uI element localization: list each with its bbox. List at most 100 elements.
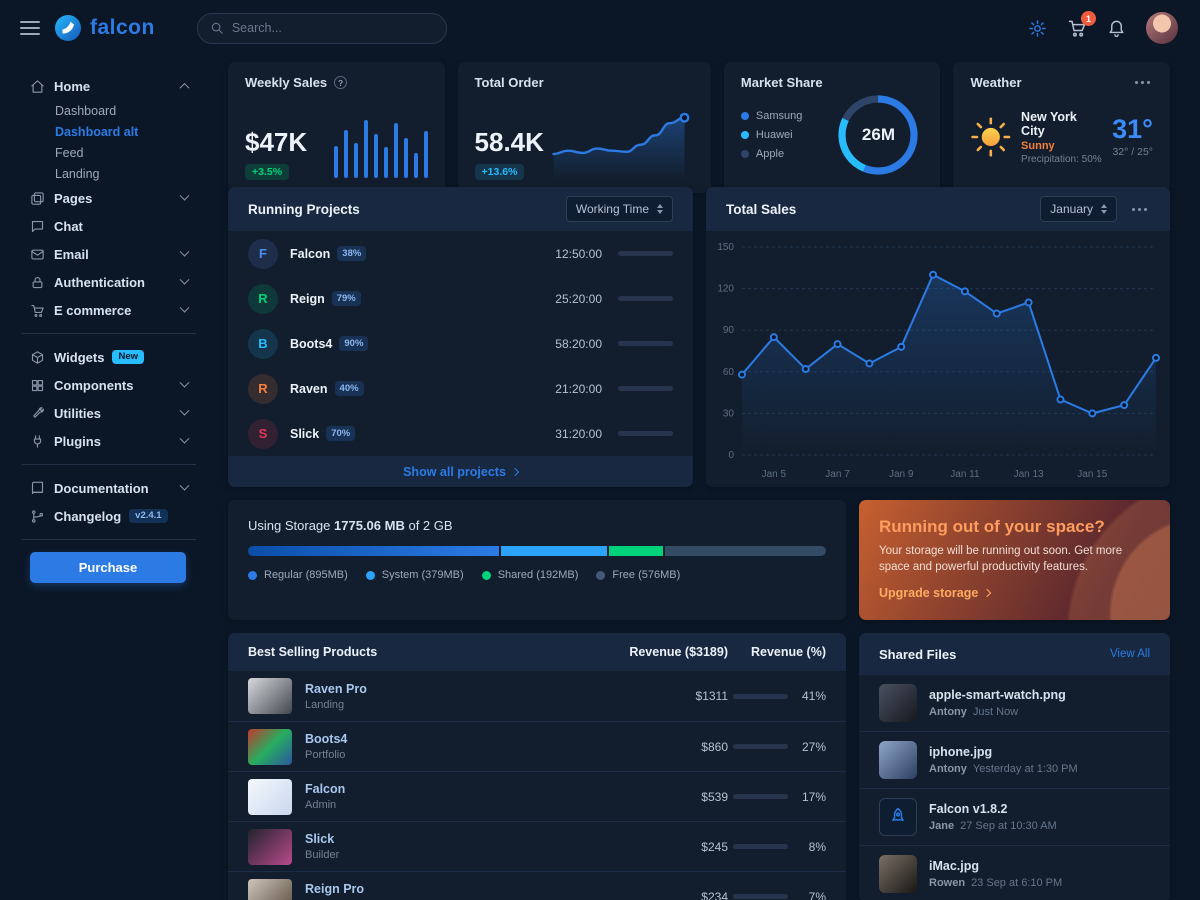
storage-legend: Regular (895MB) System (379MB) Shared (192… [248, 569, 826, 581]
sun-icon [971, 117, 1011, 157]
sidebar-item-dashboard-alt[interactable]: Dashboard alt [30, 121, 188, 142]
search-input[interactable] [231, 21, 434, 35]
product-name[interactable]: Falcon [305, 782, 346, 796]
product-name[interactable]: Slick [305, 832, 335, 846]
svg-text:Jan 9: Jan 9 [889, 469, 914, 480]
bar [343, 129, 348, 178]
product-cell: Falcon Admin [248, 778, 608, 815]
sidebar-item-email[interactable]: Email [30, 240, 190, 268]
file-row-falcon-v1-8-2[interactable]: Falcon v1.8.2 Jane 27 Sep at 10:30 AM [859, 788, 1170, 845]
cart-icon [30, 303, 45, 318]
storage-used: 1775.06 MB [334, 518, 405, 533]
sort-carets-icon [657, 204, 663, 214]
banner-title: Running out of your space? [879, 517, 1105, 536]
product-percent: 17% [801, 789, 826, 804]
sidebar-divider [22, 539, 196, 540]
svg-text:30: 30 [723, 408, 735, 419]
file-text: apple-smart-watch.png Antony Just Now [929, 688, 1066, 718]
product-category: Builder [305, 849, 340, 861]
menu-toggle-button[interactable] [20, 21, 40, 35]
legend-dot [248, 570, 257, 580]
view-all-link[interactable]: View All [1109, 648, 1150, 660]
product-thumbnail [248, 728, 292, 765]
file-row-apple-smart-watch-png[interactable]: apple-smart-watch.png Antony Just Now [859, 675, 1170, 731]
project-avatar: R [248, 283, 278, 314]
show-all-projects-link[interactable]: Show all projects [403, 464, 520, 479]
file-time: 27 Sep at 10:30 AM [960, 820, 1057, 832]
project-time: 58:20:00 [555, 336, 602, 351]
cart-button[interactable]: 1 [1065, 11, 1096, 40]
settings-gear-button[interactable] [1026, 17, 1049, 40]
legend-dot [740, 131, 749, 139]
sidebar-item-pages[interactable]: Pages [30, 184, 190, 212]
info-icon[interactable]: ? [334, 76, 348, 89]
project-progress-bar [618, 386, 673, 391]
avatar-button[interactable] [1144, 10, 1180, 46]
file-owner: Antony [929, 763, 967, 775]
file-meta: Jane 27 Sep at 10:30 AM [929, 820, 1057, 832]
product-name[interactable]: Raven Pro [305, 681, 367, 696]
column-revenue-pct: Revenue (%) [750, 645, 826, 659]
project-avatar: R [248, 373, 278, 404]
sidebar-item-label: Dashboard alt [55, 124, 139, 139]
svg-text:Jan 7: Jan 7 [825, 469, 850, 480]
market-share-donut: 26M [833, 90, 923, 180]
purchase-button[interactable]: Purchase [30, 552, 186, 583]
file-row-imac-jpg[interactable]: iMac.jpg Rowen 23 Sep at 6:10 PM [859, 845, 1170, 900]
logo[interactable]: falcon [54, 14, 155, 42]
file-time: Yesterday at 1:30 PM [972, 763, 1078, 775]
card-menu-dots-icon[interactable] [1132, 78, 1153, 87]
weather-condition: Sunny [1021, 139, 1055, 152]
sidebar-item-e-commerce[interactable]: E commerce [30, 296, 190, 324]
notifications-bell-button[interactable] [1105, 17, 1128, 40]
product-name[interactable]: Boots4 [305, 732, 348, 746]
product-name[interactable]: Reign Pro [305, 882, 365, 896]
home-icon [30, 79, 45, 94]
chevron-down-icon [179, 274, 190, 285]
column-revenue: Revenue ($3189) [629, 645, 728, 659]
market-share-legend: Samsung Huawei Apple [740, 110, 803, 160]
product-percent-cell: 27% [728, 740, 826, 754]
sidebar-item-plugins[interactable]: Plugins [30, 427, 190, 455]
sidebar-item-home[interactable]: Home [30, 72, 190, 100]
select-value: January [1050, 202, 1093, 216]
project-name: Falcon [290, 246, 331, 261]
card-menu-dots-icon[interactable] [1129, 205, 1150, 214]
search-box[interactable] [196, 12, 447, 44]
sidebar-item-chat[interactable]: Chat [30, 212, 188, 240]
running-projects-card: Running Projects Working Time F Falcon 38%… [228, 187, 693, 487]
project-time: 31:20:00 [555, 426, 602, 441]
file-row-iphone-jpg[interactable]: iphone.jpg Antony Yesterday at 1:30 PM [859, 731, 1170, 788]
sidebar-item-feed[interactable]: Feed [30, 142, 188, 163]
product-row-boots4: Boots4 Portfolio $860 27% [228, 721, 846, 771]
sidebar-item-components[interactable]: Components [30, 371, 190, 399]
bell-icon [1109, 20, 1124, 37]
working-time-select[interactable]: Working Time [565, 196, 673, 222]
file-text: iphone.jpg Antony Yesterday at 1:30 PM [929, 745, 1078, 775]
storage-legend-item: System (379MB) [365, 569, 464, 581]
components-icon [30, 378, 45, 393]
stats-row: Weekly Sales ? $47K +3.5% Total Order [228, 62, 1170, 193]
project-name: Raven [290, 381, 328, 396]
sidebar-item-dashboard[interactable]: Dashboard [30, 100, 188, 121]
topbar: falcon 1 [0, 0, 1200, 56]
upgrade-storage-link[interactable]: Upgrade storage [879, 586, 992, 600]
sidebar-item-landing[interactable]: Landing [30, 163, 188, 184]
sidebar-item-utilities[interactable]: Utilities [30, 399, 190, 427]
project-percent-badge: 38% [337, 246, 367, 261]
storage-segment-shared [608, 546, 663, 556]
storage-row: Using Storage 1775.06 MB of 2 GB Regular… [228, 500, 1170, 620]
logo-text: falcon [90, 16, 155, 39]
legend-label: Samsung [755, 110, 803, 122]
month-select[interactable]: January [1040, 196, 1117, 222]
sidebar-item-changelog[interactable]: Changelog v2.4.1 [30, 502, 188, 530]
product-category: Portfolio [305, 749, 346, 761]
cart-count-badge: 1 [1081, 11, 1096, 26]
sidebar-item-authentication[interactable]: Authentication [30, 268, 190, 296]
branch-icon [30, 509, 45, 524]
link-label: Show all projects [403, 464, 506, 479]
sidebar-item-widgets[interactable]: Widgets New [30, 343, 188, 371]
plug-icon [30, 434, 45, 449]
sidebar: Home Dashboard Dashboard alt Feed Landing Pag… [0, 56, 216, 900]
sidebar-item-documentation[interactable]: Documentation [30, 474, 190, 502]
